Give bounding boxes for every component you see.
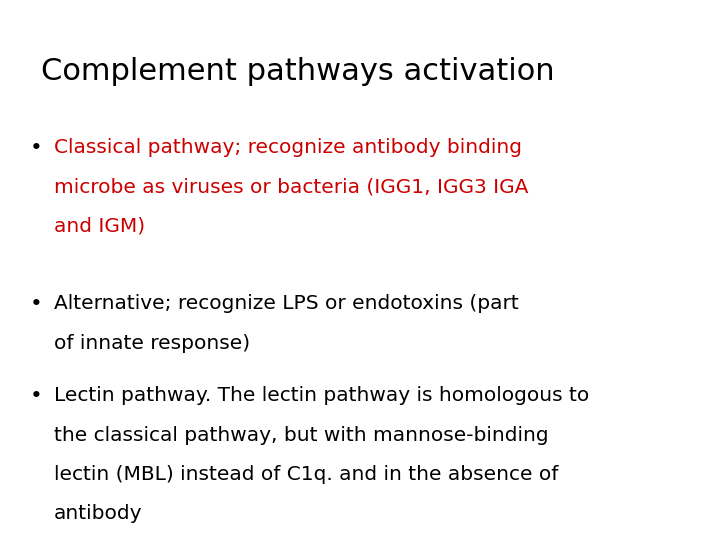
Text: lectin (MBL) instead of C1q. and in the absence of: lectin (MBL) instead of C1q. and in the … bbox=[54, 465, 559, 484]
Text: •: • bbox=[30, 138, 43, 158]
Text: the classical pathway, but with mannose-binding: the classical pathway, but with mannose-… bbox=[54, 426, 549, 444]
Text: Lectin pathway. The lectin pathway is homologous to: Lectin pathway. The lectin pathway is ho… bbox=[54, 386, 589, 405]
Text: and IGM): and IGM) bbox=[54, 217, 145, 235]
Text: antibody: antibody bbox=[54, 504, 143, 523]
Text: of innate response): of innate response) bbox=[54, 334, 250, 353]
Text: Classical pathway; recognize antibody binding: Classical pathway; recognize antibody bi… bbox=[54, 138, 522, 157]
Text: •: • bbox=[30, 294, 43, 314]
Text: Complement pathways activation: Complement pathways activation bbox=[41, 57, 554, 86]
Text: •: • bbox=[30, 386, 43, 406]
Text: Alternative; recognize LPS or endotoxins (part: Alternative; recognize LPS or endotoxins… bbox=[54, 294, 518, 313]
Text: microbe as viruses or bacteria (IGG1, IGG3 IGA: microbe as viruses or bacteria (IGG1, IG… bbox=[54, 177, 528, 196]
